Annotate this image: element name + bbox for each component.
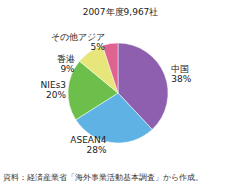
svg-text:その他アジア: その他アジア [51,32,105,42]
svg-text:9%: 9% [60,64,75,74]
svg-text:NIEs3: NIEs3 [41,80,67,90]
svg-text:中国: 中国 [171,64,189,74]
svg-text:5%: 5% [91,42,106,52]
svg-text:香港: 香港 [57,54,75,64]
svg-text:資料：経済産業省「海外事業活動基本調査」から作成。: 資料：経済産業省「海外事業活動基本調査」から作成。 [3,173,203,182]
svg-text:38%: 38% [171,74,191,84]
svg-text:28%: 28% [86,145,106,155]
svg-text:2007年度9,967社: 2007年度9,967社 [83,7,159,17]
svg-text:ASEAN4: ASEAN4 [70,135,106,145]
svg-text:20%: 20% [46,90,66,100]
